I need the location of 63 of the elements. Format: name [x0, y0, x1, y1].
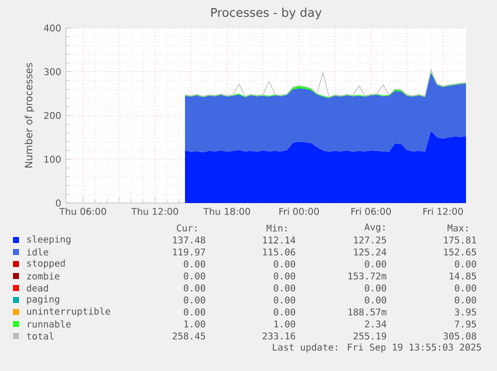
text: 233.16	[262, 332, 296, 340]
text: 0.00	[184, 272, 206, 280]
legend-label: runnable	[28, 320, 71, 328]
legend-label: paging	[27, 295, 60, 305]
legend-label: stopped	[27, 259, 65, 269]
text: 0.00	[184, 296, 206, 304]
text: 0.00	[274, 272, 296, 280]
text: 0.00	[274, 260, 296, 268]
text: 137.48	[173, 236, 206, 244]
text: 255.19	[354, 332, 386, 340]
text: 175.81	[444, 236, 476, 244]
text: Max:	[448, 224, 468, 232]
text: 7.95	[454, 320, 476, 328]
text: 0.00	[454, 260, 476, 268]
text: 0.00	[364, 296, 386, 304]
text: 0.00	[274, 308, 296, 316]
y-tick-label: 400	[44, 24, 61, 32]
x-tick-label: Fri 06:00	[351, 208, 391, 215]
text: 0.00	[454, 284, 476, 292]
text: 0.00	[184, 260, 206, 268]
legend-label: uninterruptible	[27, 307, 110, 317]
text: Last update: Fri Sep 19 13:55:03 2025	[272, 343, 481, 353]
text: 115.06	[263, 248, 296, 256]
text: 1.00	[274, 320, 296, 328]
y-tick-label: 200	[44, 112, 61, 120]
text: 112.14	[263, 236, 296, 244]
text: 0.00	[184, 308, 206, 316]
y-axis-title: Number of processes	[24, 62, 34, 168]
legend-label: sleeping	[27, 235, 70, 245]
text: Avg:	[364, 224, 384, 232]
text: 125.24	[354, 248, 386, 256]
text: 3.95	[454, 308, 476, 316]
text: 153.72m	[348, 272, 386, 280]
text: Cur:	[176, 224, 196, 232]
text: 305.08	[444, 332, 476, 340]
x-tick-label: Thu 06:00	[59, 208, 106, 215]
legend-label: dead	[26, 284, 48, 292]
text: Min:	[266, 224, 286, 232]
text: 0.00	[364, 284, 386, 292]
x-tick-label: Thu 12:00	[131, 208, 178, 215]
text: 2.34	[364, 320, 386, 328]
text: 0.00	[274, 296, 296, 304]
legend-label: total	[26, 332, 54, 340]
text: 152.65	[444, 248, 476, 256]
y-tick-label: 300	[44, 68, 61, 76]
y-tick-label: 100	[44, 156, 61, 163]
text: 1.00	[184, 320, 206, 328]
text: 0.00	[454, 296, 476, 304]
text: 14.85	[450, 272, 476, 280]
chart-title: Processes - by day	[211, 8, 322, 20]
text: 258.45	[172, 332, 205, 340]
y-tick-label: 0	[56, 199, 61, 207]
legend-label: zombie	[27, 272, 60, 280]
x-tick-label: Fri 12:00	[423, 208, 463, 215]
text: 188.57m	[348, 308, 386, 316]
text: 0.00	[184, 284, 206, 292]
text: 0.00	[364, 260, 386, 268]
x-tick-label: Fri 00:00	[279, 208, 319, 215]
legend-label: idle	[27, 248, 48, 256]
text: 127.25	[354, 236, 386, 244]
x-tick-label: Thu 18:00	[203, 208, 250, 215]
text: 0.00	[274, 284, 296, 292]
text: 119.97	[173, 248, 206, 256]
